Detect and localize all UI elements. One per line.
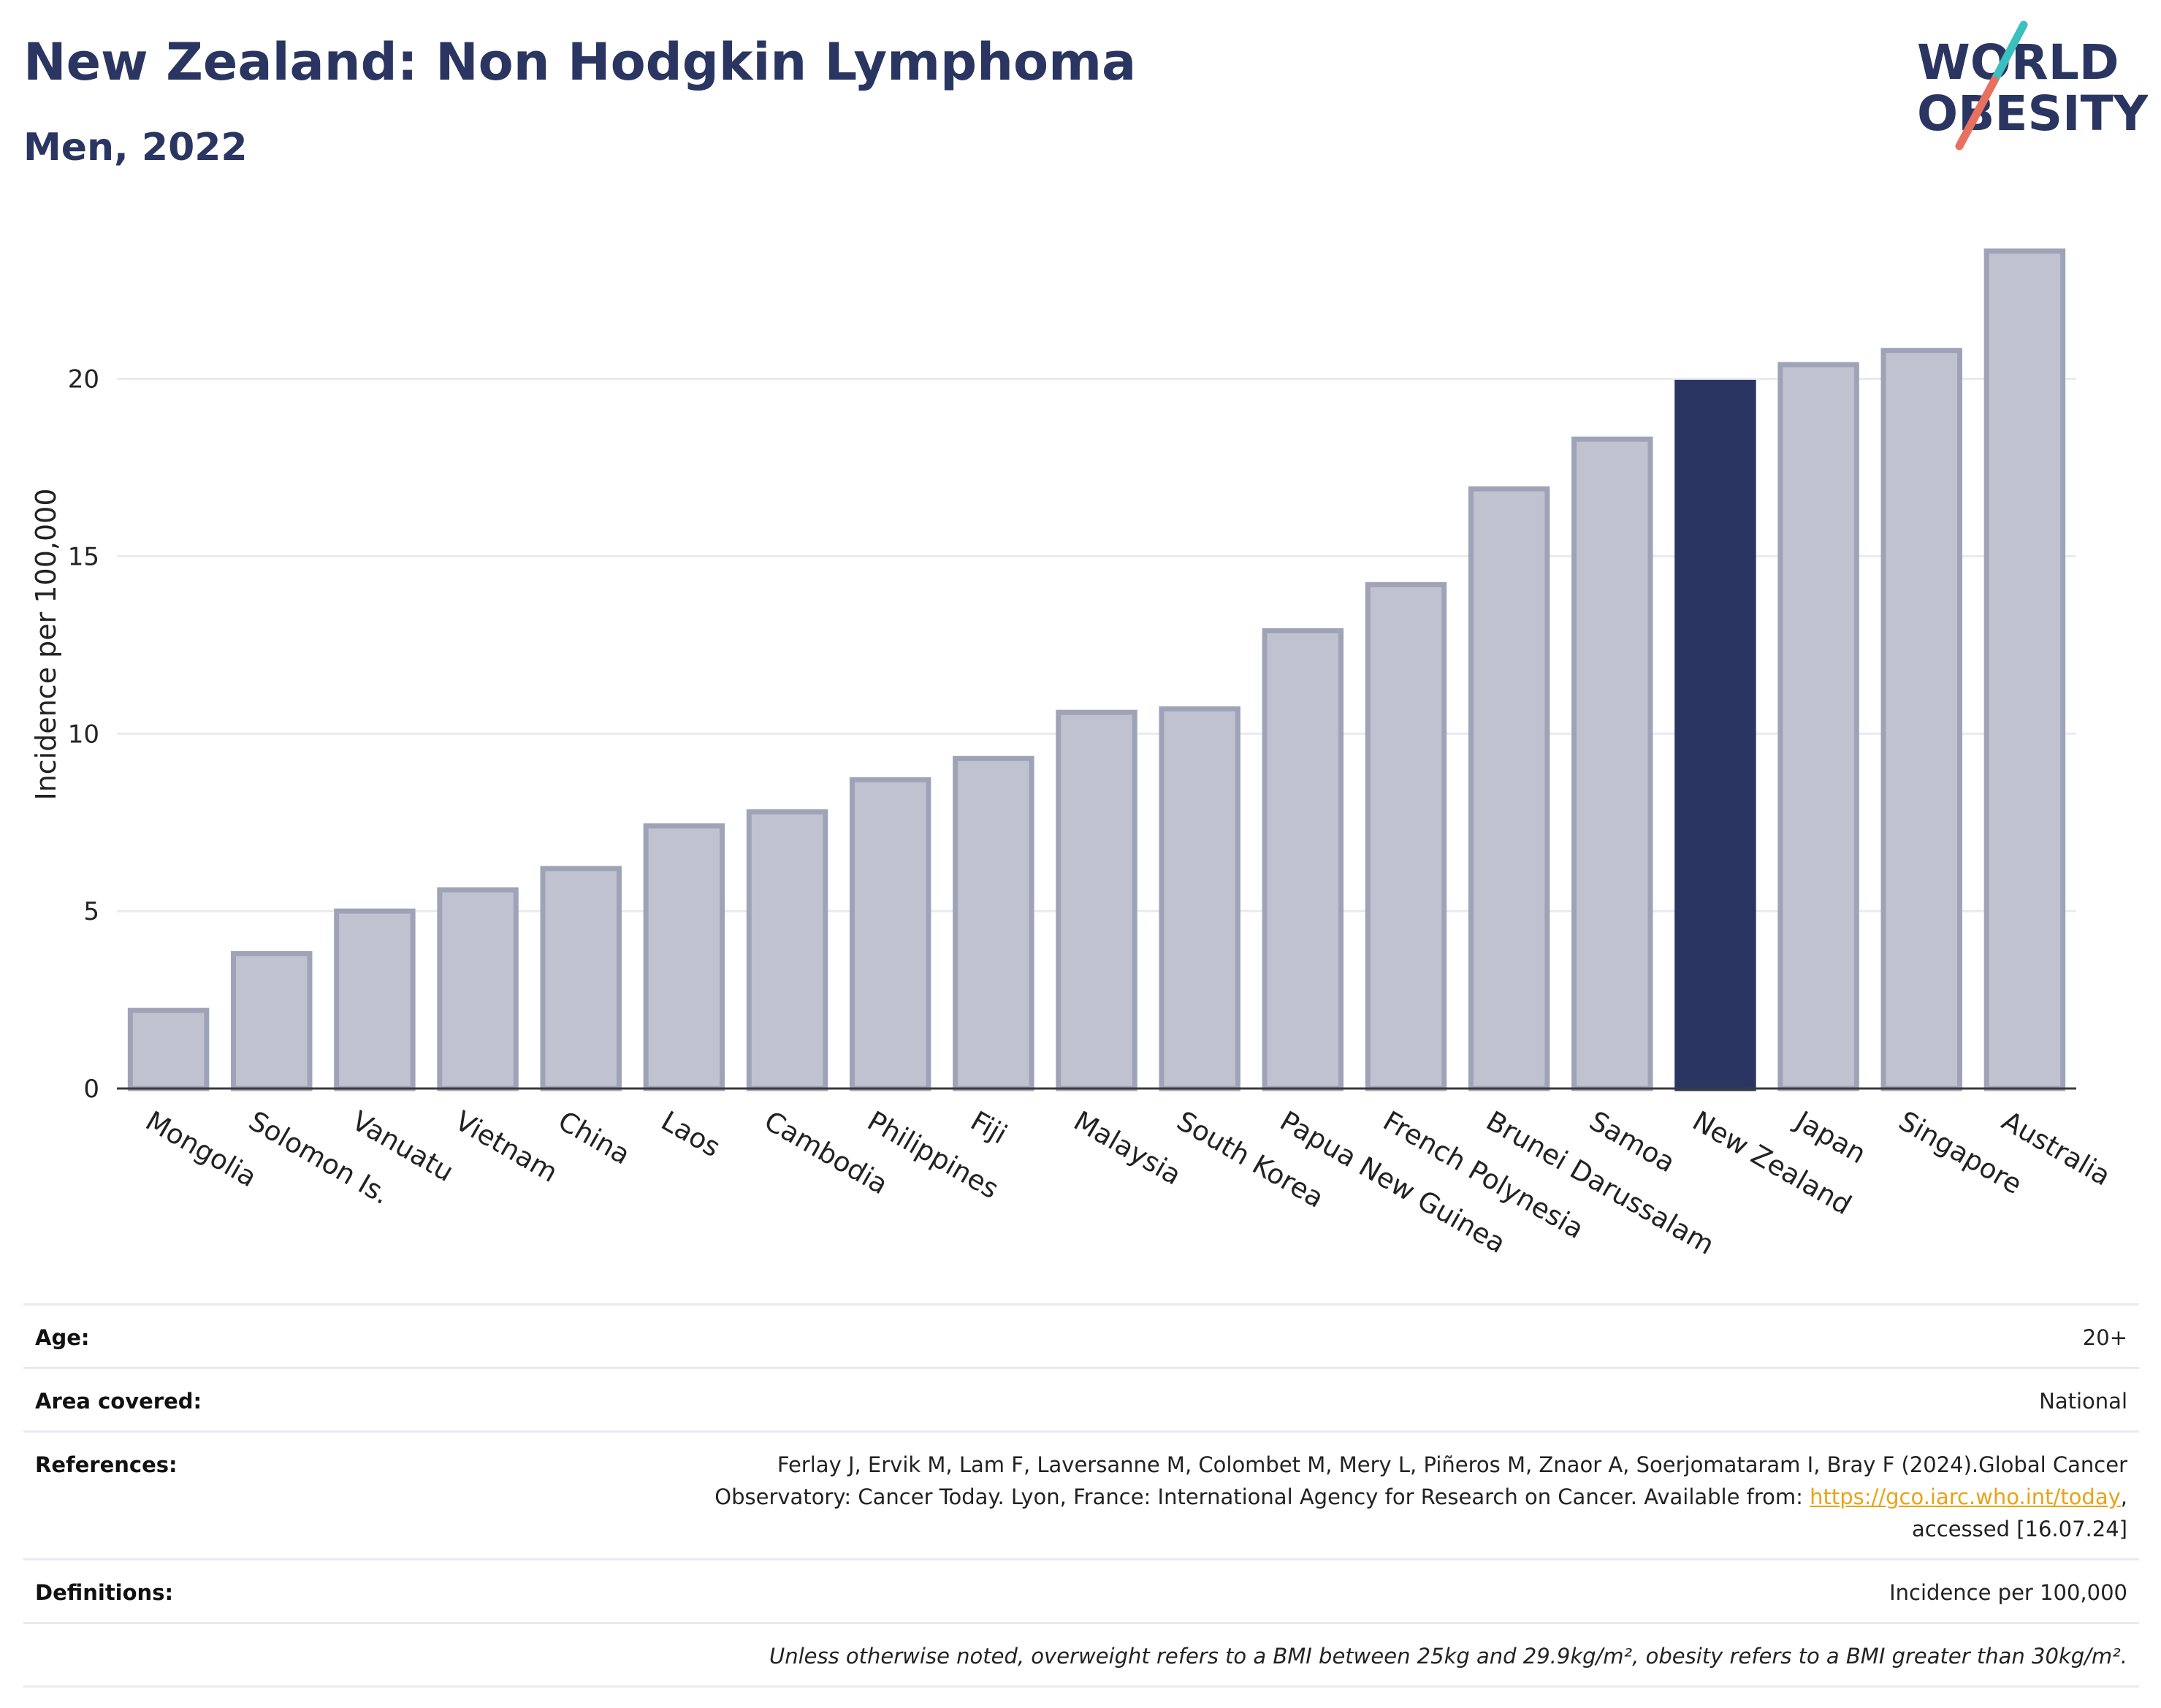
bar-new-zealand (1674, 379, 1756, 1091)
bar-cambodia (746, 809, 828, 1091)
bar-fiji (953, 755, 1034, 1091)
bar-singapore (1880, 348, 1962, 1091)
references-link[interactable]: https://gco.iarc.who.int/today (1810, 1484, 2121, 1509)
bar-papua-new-guinea (1262, 628, 1344, 1091)
x-tick-label: Malaysia (1069, 1105, 1187, 1192)
world-obesity-logo: WORLD OBESITY (1917, 20, 2148, 150)
bar-solomon-is (231, 950, 313, 1091)
age-label: Age: (35, 1325, 90, 1350)
x-tick-label: China (553, 1105, 636, 1171)
bar-australia (1983, 248, 2066, 1091)
x-tick-label: Japan (1789, 1105, 1872, 1170)
bar-china (540, 866, 622, 1091)
references-label: References: (35, 1452, 178, 1477)
logo-text-obesity: OBESITY (1917, 85, 2148, 142)
age-value: 20+ (2082, 1325, 2127, 1350)
bar-philippines (849, 777, 931, 1091)
bar-mongolia (127, 1007, 210, 1091)
bar-japan (1777, 362, 1859, 1091)
y-tick-label: 20 (68, 365, 99, 394)
bar-malaysia (1056, 709, 1137, 1091)
logo-slash-teal (1990, 20, 2028, 85)
y-tick-label: 15 (68, 542, 99, 571)
bar-south-korea (1159, 706, 1240, 1091)
references-accessed: , accessed [16.07.24] (1912, 1484, 2127, 1541)
bar-brunei-darussalam (1468, 486, 1550, 1091)
logo-slash-coral (1955, 76, 1999, 150)
page-title: New Zealand: Non Hodgkin Lymphoma (23, 32, 1137, 92)
bar-samoa (1571, 436, 1653, 1091)
bar-vanuatu (334, 908, 416, 1091)
y-tick-label: 5 (83, 897, 99, 926)
area-label: Area covered: (35, 1389, 202, 1414)
bar-laos (643, 823, 725, 1091)
bars-layer (127, 248, 2066, 1091)
y-axis-label: Incidence per 100,000 (30, 488, 62, 800)
references-text: Ferlay J, Ervik M, Lam F, Laversanne M, … (714, 1452, 2127, 1509)
page-subtitle: Men, 2022 (23, 126, 248, 169)
bmi-note: Unless otherwise noted, overweight refer… (769, 1644, 2127, 1669)
info-row-references: References: Ferlay J, Ervik M, Lam F, La… (23, 1430, 2139, 1558)
bar-french-polynesia (1365, 582, 1447, 1091)
info-row-definitions: Definitions: Incidence per 100,000 (23, 1558, 2139, 1622)
x-tick-label: Laos (656, 1105, 725, 1164)
info-row-age: Age: 20+ (23, 1303, 2139, 1367)
x-tick-label: Fiji (965, 1105, 1012, 1151)
bar-vietnam (437, 887, 519, 1091)
y-tick-label: 10 (68, 720, 99, 749)
x-tick-label: Mongolia (140, 1105, 262, 1194)
references-value: Ferlay J, Ervik M, Lam F, Laversanne M, … (652, 1449, 2127, 1545)
area-value: National (2039, 1389, 2127, 1414)
y-tick-label: 0 (83, 1075, 99, 1104)
definitions-label: Definitions: (35, 1580, 174, 1605)
info-table: Age: 20+ Area covered: National Referenc… (23, 1303, 2139, 1688)
info-row-note: Unless otherwise noted, overweight refer… (23, 1622, 2139, 1688)
x-tick-label: Vietnam (450, 1105, 563, 1189)
definitions-value: Incidence per 100,000 (1889, 1580, 2127, 1605)
info-row-area: Area covered: National (23, 1367, 2139, 1430)
